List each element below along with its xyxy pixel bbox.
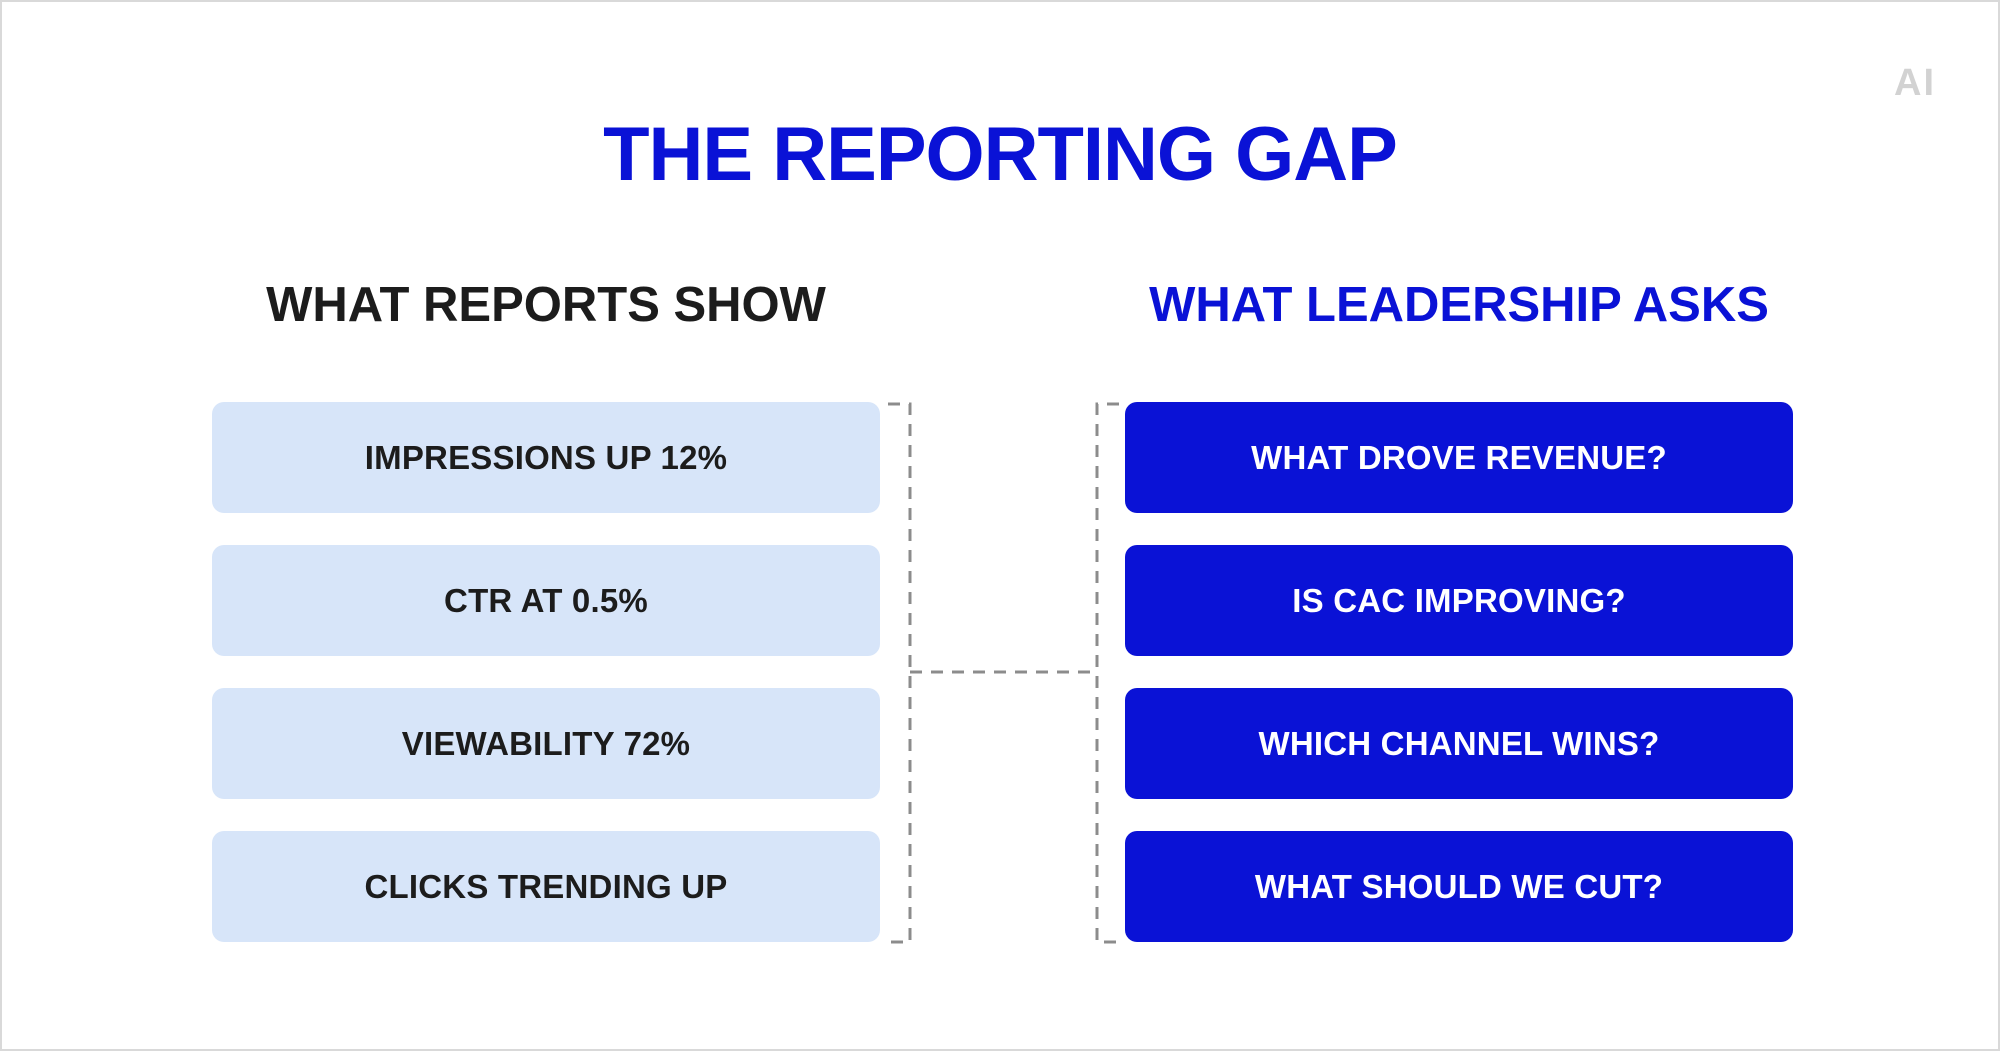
metric-box: VIEWABILITY 72% (212, 688, 880, 799)
metric-box: IMPRESSIONS UP 12% (212, 402, 880, 513)
left-bracket (888, 402, 912, 944)
question-box: WHAT DROVE REVENUE? (1125, 402, 1793, 513)
brand-logo: AI (1894, 62, 1936, 104)
left-column-heading: WHAT REPORTS SHOW (266, 278, 826, 332)
question-box: WHICH CHANNEL WINS? (1125, 688, 1793, 799)
right-column-heading: WHAT LEADERSHIP ASKS (1149, 278, 1769, 332)
metric-box: CTR AT 0.5% (212, 545, 880, 656)
diagram-title: THE REPORTING GAP (603, 112, 1398, 197)
question-box: IS CAC IMPROVING? (1125, 545, 1793, 656)
metric-box: CLICKS TRENDING UP (212, 831, 880, 942)
question-box: WHAT SHOULD WE CUT? (1125, 831, 1793, 942)
right-bracket (1095, 402, 1119, 944)
